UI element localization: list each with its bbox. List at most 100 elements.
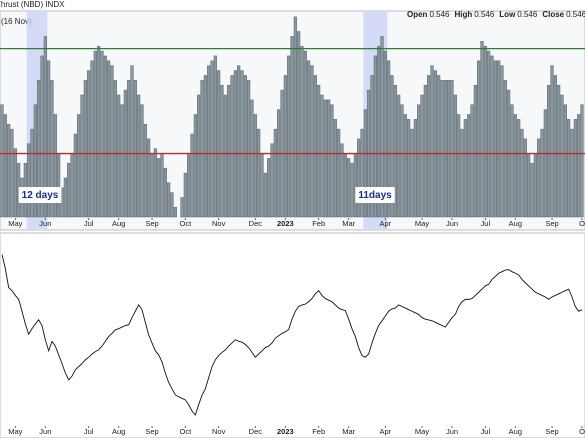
bar [477, 60, 481, 218]
x-tick-label: Aug [112, 219, 125, 228]
bar [70, 153, 74, 218]
bar [423, 84, 427, 218]
x-tick-label: Dec [249, 427, 263, 436]
bar [0, 104, 4, 218]
bar [240, 70, 244, 218]
bar [317, 84, 321, 218]
x-tick-label: Jun [39, 219, 51, 228]
bar [267, 158, 271, 218]
x-tick-label: Sep [545, 427, 558, 436]
bar [220, 84, 224, 218]
bar [230, 75, 234, 218]
bar [293, 16, 297, 218]
bar [403, 114, 407, 218]
bar [10, 128, 14, 218]
bar [300, 45, 304, 218]
x-tick-label: May [415, 427, 429, 436]
bar [520, 128, 524, 218]
x-tick-label: Feb [312, 427, 325, 436]
x-tick-label: Jul [84, 427, 94, 436]
bar [287, 55, 291, 218]
bar [90, 60, 94, 218]
bar [113, 80, 117, 218]
bar [567, 119, 571, 218]
bar [250, 99, 254, 218]
bar [40, 55, 44, 218]
x-tick-label: Jun [446, 219, 458, 228]
x-tick-label: Feb [312, 219, 325, 228]
x-tick-label: Sep [545, 219, 558, 228]
bar [190, 133, 194, 218]
x-tick-label: Aug [112, 427, 125, 436]
bar [343, 153, 347, 218]
bar [167, 182, 171, 218]
annotation-box [18, 187, 62, 203]
bar [193, 114, 197, 218]
bar [560, 94, 564, 218]
bar [120, 104, 124, 218]
annotation-box [355, 187, 395, 203]
bar [127, 80, 131, 218]
bar [483, 45, 487, 218]
x-tick-label: Oct [179, 427, 192, 436]
bar [493, 60, 497, 218]
bar [27, 143, 31, 218]
bar [550, 65, 554, 218]
bar [510, 104, 514, 218]
bar [100, 50, 104, 218]
bar [257, 128, 261, 218]
x-tick-label: Jun [39, 427, 51, 436]
x-tick-label: Mar [342, 427, 355, 436]
x-tick-label: May [415, 219, 429, 228]
bar [487, 50, 491, 218]
bar [213, 55, 217, 218]
annotation: 11days [358, 190, 392, 201]
bar [227, 84, 231, 218]
bar [437, 75, 441, 218]
bar [517, 119, 521, 218]
x-tick-label: May [8, 427, 22, 436]
bar [497, 60, 501, 218]
bar [353, 153, 357, 218]
bar [460, 128, 464, 218]
bar [350, 163, 354, 218]
bar [457, 114, 461, 218]
bar [577, 114, 581, 218]
bar [277, 109, 281, 218]
bottom-panel [0, 232, 585, 438]
x-tick-label: Jul [84, 219, 94, 228]
bar [247, 80, 251, 218]
bar [260, 153, 264, 218]
bar [453, 94, 457, 218]
bar [163, 167, 167, 218]
price-line [1, 254, 583, 416]
bar [310, 65, 314, 218]
x-tick-label: Apr [379, 427, 391, 436]
bar [233, 70, 237, 218]
bar [207, 65, 211, 218]
x-tick-label: Mar [342, 219, 355, 228]
bar [133, 80, 137, 218]
bar [553, 75, 557, 218]
x-tick-label: 2023 [277, 219, 294, 228]
bar [67, 163, 71, 218]
bar [570, 128, 574, 218]
bar [443, 80, 447, 218]
bar [217, 70, 221, 218]
bar [110, 65, 114, 218]
bar [170, 192, 174, 218]
bar [473, 84, 477, 218]
bar [467, 114, 471, 218]
bar [417, 104, 421, 218]
bar [533, 153, 537, 218]
bar [30, 128, 34, 218]
bar [143, 124, 147, 218]
bar [63, 177, 67, 218]
bar [313, 75, 317, 218]
x-tick-label: Sep [145, 427, 158, 436]
bar [380, 36, 384, 218]
bar [187, 153, 191, 218]
bar [540, 128, 544, 218]
bar [180, 197, 184, 218]
